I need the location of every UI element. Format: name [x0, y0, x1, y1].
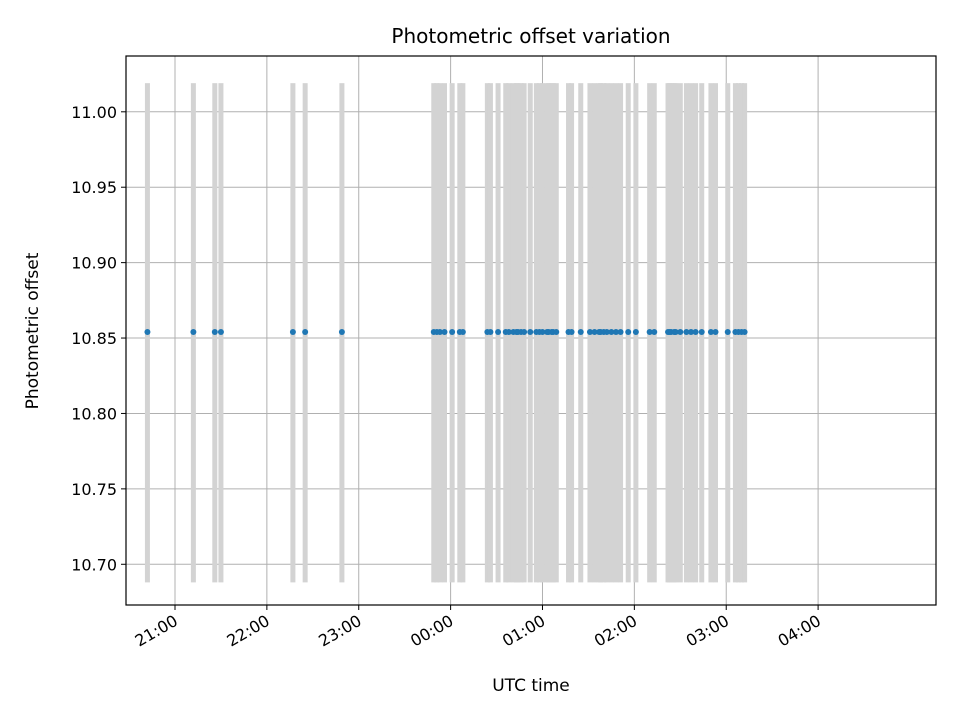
data-point: [698, 329, 705, 336]
data-point: [603, 329, 610, 336]
data-point: [302, 329, 309, 336]
x-tick-label: 01:00: [499, 611, 548, 651]
data-point: [505, 329, 512, 336]
x-axis: 21:00 22:00 23:00 00:00 01:00 02:00 03:00 04:00: [132, 605, 824, 651]
data-point: [677, 329, 684, 336]
data-points: [144, 329, 748, 336]
data-point: [190, 329, 197, 336]
x-tick-label: 02:00: [591, 611, 640, 651]
x-tick-label: 21:00: [132, 611, 181, 651]
plot-frame: [125, 55, 937, 606]
data-point: [289, 329, 296, 336]
data-point: [436, 329, 443, 336]
x-tick-label: 04:00: [775, 611, 824, 651]
y-tick-label: 10.95: [71, 178, 117, 197]
y-tick-label: 10.75: [71, 480, 117, 499]
data-point: [724, 329, 731, 336]
data-point: [612, 329, 619, 336]
y-tick-label: 10.80: [71, 404, 117, 423]
data-point: [632, 329, 639, 336]
data-point: [591, 329, 598, 336]
data-point: [217, 329, 224, 336]
chart-title: Photometric offset variation: [391, 24, 670, 48]
data-point: [487, 329, 494, 336]
x-tick-label: 23:00: [315, 611, 364, 651]
y-tick-label: 11.00: [71, 103, 117, 122]
data-point: [672, 329, 679, 336]
data-point: [625, 329, 632, 336]
data-point: [338, 329, 345, 336]
data-point: [707, 329, 714, 336]
y-axis-title: Photometric offset: [23, 252, 43, 409]
y-axis: 10.70 10.75 10.80 10.85 10.90 10.95 11.00: [71, 103, 126, 574]
x-axis-title: UTC time: [492, 676, 570, 696]
data-point: [441, 329, 448, 336]
x-tick-label: 22:00: [223, 611, 272, 651]
data-point: [144, 329, 151, 336]
data-point: [449, 329, 456, 336]
data-point: [521, 329, 528, 336]
y-tick-label: 10.70: [71, 555, 117, 574]
data-point: [692, 329, 699, 336]
data-point: [651, 329, 658, 336]
data-point: [568, 329, 575, 336]
data-point: [586, 329, 593, 336]
x-tick-label: 03:00: [683, 611, 732, 651]
data-point: [577, 329, 584, 336]
data-point: [617, 329, 624, 336]
data-point: [495, 329, 502, 336]
data-point: [646, 329, 653, 336]
y-tick-label: 10.85: [71, 329, 117, 348]
data-point: [459, 329, 466, 336]
data-point: [539, 329, 546, 336]
x-tick-label: 00:00: [407, 611, 456, 651]
data-point: [211, 329, 218, 336]
data-point: [683, 329, 690, 336]
data-point: [527, 329, 534, 336]
data-point: [553, 329, 560, 336]
data-point: [688, 329, 695, 336]
data-point: [712, 329, 719, 336]
data-point: [608, 329, 615, 336]
data-point: [741, 329, 748, 336]
y-tick-label: 10.90: [71, 254, 117, 273]
